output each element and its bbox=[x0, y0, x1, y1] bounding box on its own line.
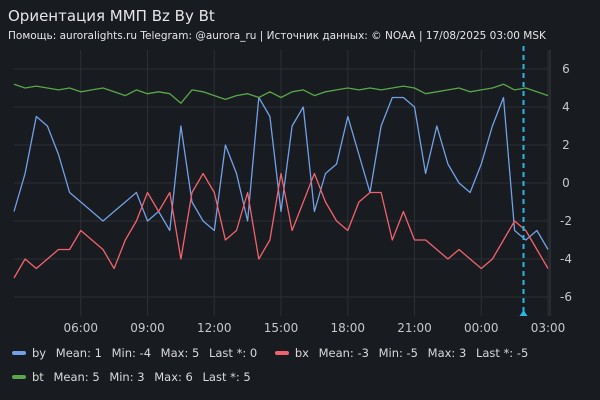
series-line-bx bbox=[13, 172, 549, 279]
y-tick-label: -6 bbox=[560, 290, 572, 304]
x-tick-label: 03:00 bbox=[531, 321, 566, 335]
legend-last-bt: Last *: 5 bbox=[202, 370, 251, 384]
x-tick-label: 21:00 bbox=[397, 321, 432, 335]
legend-item-by[interactable]: by Mean: 1 Min: -4 Max: 5 Last *: 0 bbox=[12, 346, 257, 360]
panel-title: Ориентация ММП Bz By Bt bbox=[8, 7, 215, 25]
panel-subtitle: Помощь: auroralights.ru Telegram: @auror… bbox=[8, 30, 546, 42]
x-tick-label: 18:00 bbox=[330, 321, 365, 335]
legend-min-by: Min: -4 bbox=[111, 346, 152, 360]
legend-swatch-bt bbox=[12, 374, 26, 379]
series-line-by bbox=[13, 96, 549, 250]
legend-max-bx: Max: 3 bbox=[427, 346, 467, 360]
legend-max-by: Max: 5 bbox=[160, 346, 200, 360]
legend-swatch-by bbox=[12, 350, 26, 355]
y-tick-label: 0 bbox=[562, 176, 570, 190]
y-tick-label: -2 bbox=[560, 214, 572, 228]
legend-item-bt[interactable]: bt Mean: 5 Min: 3 Max: 6 Last *: 5 bbox=[12, 370, 251, 384]
legend-row-1: by Mean: 1 Min: -4 Max: 5 Last *: 0 bx M… bbox=[12, 346, 592, 360]
x-tick-label: 12:00 bbox=[197, 321, 232, 335]
legend-min-bt: Min: 3 bbox=[109, 370, 145, 384]
legend-mean-bx: Mean: -3 bbox=[318, 346, 369, 360]
now-marker bbox=[519, 46, 528, 316]
y-tick-label: 6 bbox=[562, 62, 570, 76]
grid bbox=[14, 50, 549, 316]
axes: 6 4 2 0 -2 -4 -6 06:00 09:00 12:00 15:00 18:00 21:00… bbox=[63, 50, 572, 335]
legend-label-bt: bt bbox=[32, 370, 44, 384]
legend-mean-bt: Mean: 5 bbox=[53, 370, 100, 384]
now-marker-arrow bbox=[519, 310, 528, 316]
legend-item-bx[interactable]: bx Mean: -3 Min: -5 Max: 3 Last *: -5 bbox=[274, 346, 529, 360]
legend-label-by: by bbox=[32, 346, 47, 360]
legend-min-bx: Min: -5 bbox=[378, 346, 418, 360]
series-line-bt bbox=[13, 83, 549, 104]
x-tick-label: 06:00 bbox=[63, 321, 98, 335]
x-tick-label: 00:00 bbox=[464, 321, 499, 335]
legend-swatch-bx bbox=[274, 350, 289, 355]
y-tick-label: -4 bbox=[560, 252, 572, 266]
y-tick-label: 4 bbox=[562, 100, 570, 114]
legend-last-bx: Last *: -5 bbox=[475, 346, 529, 360]
x-tick-label: 15:00 bbox=[264, 321, 299, 335]
legend-max-bt: Max: 6 bbox=[154, 370, 193, 384]
legend-mean-by: Mean: 1 bbox=[55, 346, 102, 360]
y-tick-label: 2 bbox=[562, 138, 570, 152]
legend-label-bx: bx bbox=[294, 346, 309, 360]
legend-last-by: Last *: 0 bbox=[208, 346, 258, 360]
series-layer bbox=[13, 83, 549, 279]
x-tick-label: 09:00 bbox=[130, 321, 165, 335]
legend-row-2: bt Mean: 5 Min: 3 Max: 6 Last *: 5 bbox=[12, 370, 592, 384]
